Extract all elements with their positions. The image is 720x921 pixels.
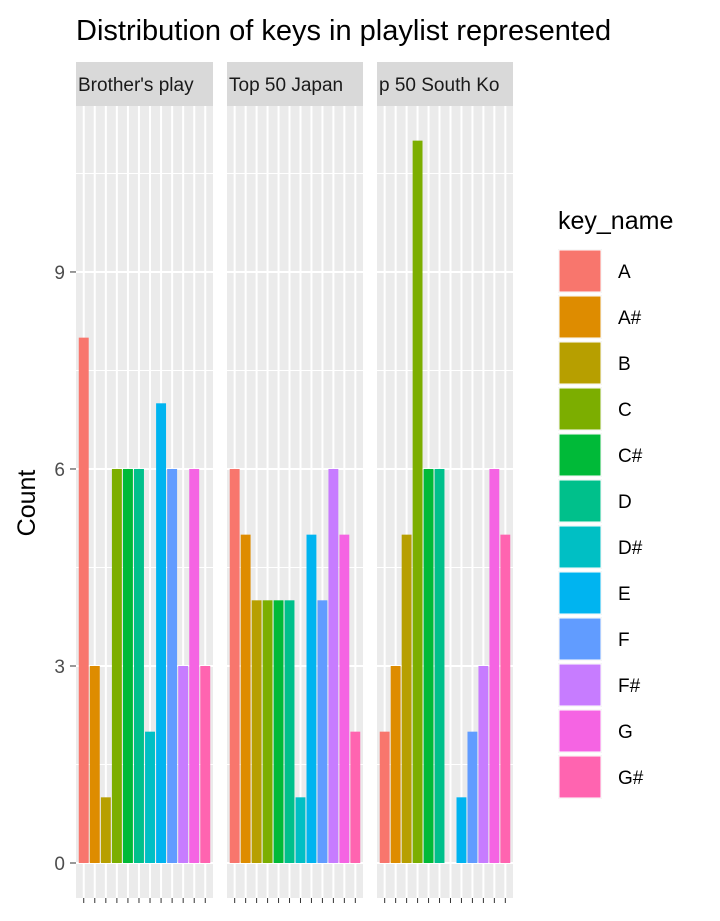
bar-C# (423, 468, 434, 863)
legend-label: B (618, 354, 631, 375)
bar-G# (350, 731, 361, 863)
facet-strip-label: p 50 South Ko (379, 75, 499, 96)
bar-D# (145, 731, 155, 863)
y-axis-title: Count (13, 470, 41, 537)
bar-A# (89, 665, 100, 863)
facet-panel: Top 50 Japan (227, 62, 363, 903)
bar-A (78, 337, 89, 863)
bar-C# (122, 468, 133, 863)
bar-D (434, 468, 445, 863)
legend-label: D (618, 492, 632, 513)
facet-strip (76, 62, 213, 106)
legend-label: F (618, 630, 630, 651)
legend-swatch-C# (558, 433, 602, 477)
legend-swatch-D (558, 479, 602, 523)
legend-label: F# (618, 676, 641, 697)
bar-A (229, 468, 240, 863)
legend-swatch-E (558, 571, 602, 615)
legend-swatch-F (558, 617, 602, 661)
facet-panel: Brother's play (76, 62, 213, 903)
y-tick-label: 0 (54, 854, 65, 875)
legend-swatch-F# (558, 663, 602, 707)
bar-E (156, 403, 167, 863)
bar-C# (273, 600, 284, 863)
bar-A (379, 731, 390, 863)
bar-D (134, 468, 144, 863)
bar-B (401, 534, 412, 863)
facet-panel: p 50 South Ko (377, 62, 513, 903)
chart-title: Distribution of keys in playlist represe… (76, 15, 611, 47)
bar-C (262, 600, 273, 863)
bar-A# (390, 665, 401, 863)
legend-label: A (618, 262, 631, 283)
bar-F (167, 468, 178, 863)
bar-F# (178, 665, 189, 863)
legend-swatch-D# (558, 525, 602, 569)
bar-B (100, 797, 111, 863)
bar-A# (240, 534, 251, 863)
bar-F (317, 600, 328, 863)
bar-E (456, 797, 467, 863)
bar-C (111, 468, 122, 863)
bar-G# (500, 534, 511, 863)
y-tick-label: 3 (54, 657, 65, 678)
facet-panels: Brother's play Top 50 Japan p 50 South Ko (76, 62, 513, 903)
legend-label: C# (618, 446, 643, 467)
bar-C (412, 140, 423, 863)
facet-strip-label: Top 50 Japan (229, 75, 343, 96)
bar-B (251, 600, 262, 863)
facet-strip (227, 62, 363, 106)
y-tick-label: 6 (54, 460, 65, 481)
bar-D# (295, 797, 306, 863)
bar-G# (200, 665, 211, 863)
legend-label: D# (618, 538, 643, 559)
y-axis: 0 3 6 9 (54, 263, 76, 875)
bar-F# (478, 665, 489, 863)
bar-G (189, 468, 200, 863)
facet-strip (377, 62, 513, 106)
y-tick-label: 9 (54, 263, 65, 284)
facet-strip-label: Brother's play (78, 75, 194, 96)
legend-swatch-B (558, 341, 602, 385)
legend-label: G (618, 722, 633, 743)
legend-label: E (618, 584, 631, 605)
bar-D (284, 600, 295, 863)
legend-label: C (618, 400, 632, 421)
legend-label: A# (618, 308, 642, 329)
legend-swatch-C (558, 387, 602, 431)
legend-swatch-A# (558, 295, 602, 339)
bar-F# (328, 468, 339, 863)
bar-G (489, 468, 500, 863)
bar-E (306, 534, 317, 863)
bar-F (467, 731, 478, 863)
legend-swatch-G (558, 709, 602, 753)
legend-swatch-G# (558, 755, 602, 799)
bar-G (339, 534, 350, 863)
legend-swatch-A (558, 249, 602, 293)
legend-title: key_name (558, 207, 673, 235)
legend: key_name A A# B C C# D D# E F F# G G# (558, 207, 673, 799)
legend-label: G# (618, 768, 644, 789)
